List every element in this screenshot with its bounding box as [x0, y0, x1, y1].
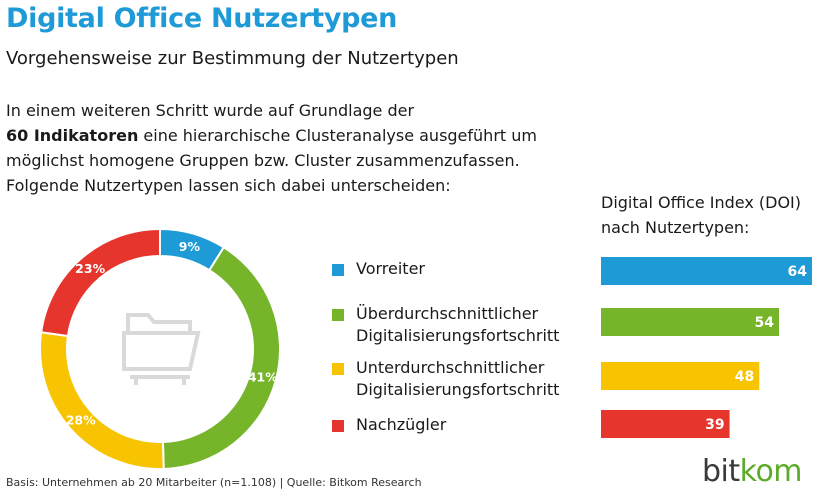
- logo-part-2: kom: [739, 454, 803, 489]
- legend-label: Nachzügler: [356, 415, 447, 434]
- doi-bar-value-1: 64: [788, 264, 808, 280]
- doi-chart-title: Digital Office Index (DOI) nach Nutzerty…: [601, 190, 801, 240]
- bitkom-logo: bitkom: [702, 454, 803, 489]
- intro-line-2: 60 Indikatoren eine hierarchische Cluste…: [6, 123, 566, 148]
- donut-chart: 9% 41% 28% 23%: [40, 229, 280, 469]
- page-subtitle: Vorgehensweise zur Bestimmung der Nutzer…: [6, 48, 459, 69]
- intro-text: In einem weiteren Schritt wurde auf Grun…: [6, 98, 566, 198]
- doi-bar-value-4: 39: [705, 417, 724, 433]
- doi-title-line-1: Digital Office Index (DOI): [601, 193, 802, 212]
- doi-bar-4: [601, 410, 730, 438]
- page-title: Digital Office Nutzertypen: [6, 3, 398, 34]
- doi-bar-3: [601, 362, 760, 390]
- intro-line-1: In einem weiteren Schritt wurde auf Grun…: [6, 101, 415, 120]
- intro-line-4: Folgende Nutzertypen lassen sich dabei u…: [6, 176, 451, 195]
- legend-swatch: [332, 420, 344, 432]
- doi-bar-1: [601, 257, 812, 285]
- doi-bar-value-3: 48: [735, 369, 754, 385]
- legend-label: Überdurchschnittlicher Digitalisierungsf…: [356, 304, 560, 345]
- donut-value-label-1: 9%: [179, 239, 201, 254]
- donut-slice-2: [161, 245, 280, 469]
- donut-value-label-3: 28%: [66, 413, 96, 428]
- legend-label: Vorreiter: [356, 259, 425, 278]
- legend-swatch: [332, 264, 344, 276]
- doi-bar-2: [601, 308, 780, 336]
- legend-swatch: [332, 363, 344, 375]
- intro-bold-indicators: 60 Indikatoren: [6, 126, 139, 145]
- legend-swatch: [332, 309, 344, 321]
- source-footnote: Basis: Unternehmen ab 20 Mitarbeiter (n=…: [6, 476, 422, 489]
- intro-line-2-rest: eine hierarchische Clusteranalyse ausgef…: [138, 126, 537, 145]
- folder-icon: [122, 313, 201, 385]
- doi-bar-value-2: 54: [755, 315, 775, 331]
- intro-line-3: möglichst homogene Gruppen bzw. Cluster …: [6, 151, 520, 170]
- doi-bar-chart: 64 54 48 39: [601, 257, 812, 438]
- donut-slice-4: [40, 229, 161, 338]
- doi-title-line-2: nach Nutzertypen:: [601, 218, 750, 237]
- logo-part-1: bit: [702, 454, 740, 489]
- donut-slice-3: [40, 331, 165, 469]
- donut-value-label-4: 23%: [75, 261, 105, 276]
- legend-label: Unterdurchschnittlicher Digitalisierungs…: [356, 358, 560, 399]
- donut-value-label-2: 41%: [248, 369, 278, 384]
